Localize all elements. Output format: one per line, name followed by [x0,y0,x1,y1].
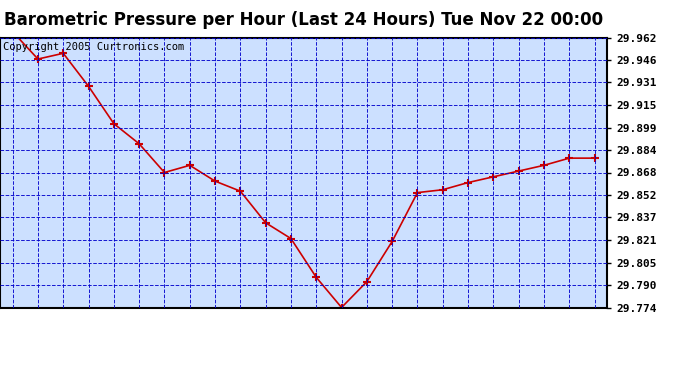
Text: 14:00: 14:00 [337,314,346,348]
Text: Barometric Pressure per Hour (Last 24 Hours) Tue Nov 22 00:00: Barometric Pressure per Hour (Last 24 Ho… [4,11,603,29]
Text: 00:00: 00:00 [589,314,600,348]
Text: 20:00: 20:00 [489,314,498,348]
Text: 05:00: 05:00 [109,314,119,348]
Text: 06:00: 06:00 [134,314,144,348]
Text: 12:00: 12:00 [286,314,296,348]
Text: 01:00: 01:00 [8,314,18,348]
Text: 09:00: 09:00 [210,314,220,348]
Text: 11:00: 11:00 [261,314,270,348]
Text: 23:00: 23:00 [564,314,574,348]
Text: 15:00: 15:00 [362,314,372,348]
Text: 04:00: 04:00 [83,314,94,348]
Text: 18:00: 18:00 [437,314,448,348]
Text: 03:00: 03:00 [58,314,68,348]
Text: 13:00: 13:00 [311,314,322,348]
Text: Copyright 2005 Curtronics.com: Copyright 2005 Curtronics.com [3,42,184,51]
Text: 07:00: 07:00 [159,314,170,348]
Text: 21:00: 21:00 [513,314,524,348]
Text: 02:00: 02:00 [33,314,43,348]
Text: 17:00: 17:00 [413,314,422,348]
Text: 19:00: 19:00 [463,314,473,348]
Text: 08:00: 08:00 [185,314,195,348]
Text: 22:00: 22:00 [539,314,549,348]
Text: 16:00: 16:00 [387,314,397,348]
Text: 10:00: 10:00 [235,314,246,348]
